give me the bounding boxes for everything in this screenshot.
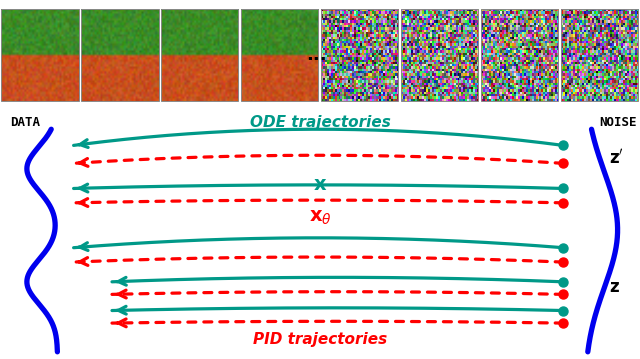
Text: NOISE: NOISE: [599, 116, 636, 129]
Text: $\mathbf{x}$: $\mathbf{x}$: [313, 176, 327, 194]
Text: ...: ...: [307, 46, 327, 64]
Text: $\mathbf{x}_\theta$: $\mathbf{x}_\theta$: [308, 208, 332, 227]
Bar: [321, 9, 398, 101]
Text: $\mathbf{z}$: $\mathbf{z}$: [609, 278, 620, 296]
Text: ODE trajectories: ODE trajectories: [250, 115, 390, 130]
Bar: [241, 9, 319, 101]
Text: $\mathbf{z}'$: $\mathbf{z}'$: [609, 149, 624, 167]
Text: PID trajectories: PID trajectories: [253, 332, 387, 347]
Bar: [481, 9, 558, 101]
Bar: [1, 9, 79, 101]
Bar: [561, 9, 638, 101]
Text: DATA: DATA: [11, 116, 40, 129]
Bar: [401, 9, 478, 101]
Bar: [81, 9, 159, 101]
Bar: [161, 9, 239, 101]
